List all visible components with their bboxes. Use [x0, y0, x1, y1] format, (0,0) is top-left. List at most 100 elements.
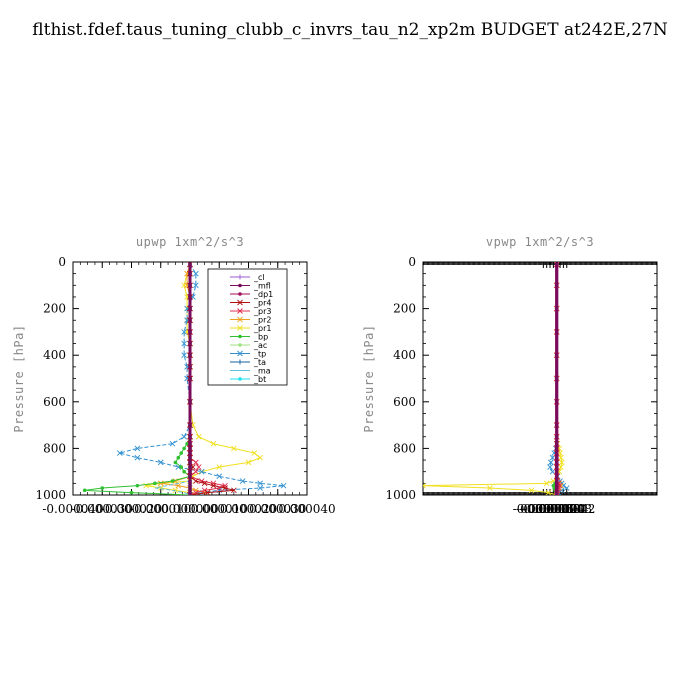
- data-point-tp: [134, 454, 141, 461]
- data-point-bp: [170, 479, 175, 483]
- data-point-pr1: [172, 487, 179, 494]
- legend-label: _mfl: [253, 282, 271, 291]
- data-point-mfl: [554, 262, 559, 267]
- data-point-pr1: [216, 464, 223, 470]
- series-line-bp: [84, 264, 192, 495]
- x-tick-label: -0.000030: [72, 502, 133, 516]
- data-point-tp: [549, 468, 556, 475]
- data-point-bp: [179, 451, 184, 455]
- data-point-pr4: [193, 478, 199, 484]
- x-tick-label: 0.000012: [538, 502, 595, 516]
- data-point-tp: [257, 485, 264, 491]
- data-point-mfl: [188, 271, 192, 276]
- data-point-tp: [157, 459, 164, 466]
- y-axis-label: Pressure [hPa]: [362, 324, 376, 432]
- y-tick-label: 600: [43, 395, 66, 409]
- x-tick-label: -0.000016: [513, 502, 574, 516]
- page-title: flthist.fdef.taus_tuning_clubb_c_invrs_t…: [32, 20, 668, 40]
- data-point-mfl: [188, 455, 192, 460]
- data-point-mfl: [554, 451, 559, 455]
- data-point-pr1: [558, 454, 564, 461]
- data-point-mfl: [554, 446, 559, 451]
- legend-label: _ta: [253, 358, 266, 367]
- data-point-bp: [100, 486, 105, 490]
- data-point-mfl: [188, 474, 192, 479]
- x-tick-label: 0.000000: [161, 502, 218, 516]
- y-tick-label: 400: [393, 348, 416, 362]
- data-point-bp: [182, 446, 186, 451]
- data-point-pr1: [558, 464, 564, 470]
- data-point-mfl: [188, 451, 192, 455]
- data-point-pr1: [231, 445, 237, 452]
- data-point-mfl: [188, 376, 192, 381]
- x-tick-label: 0.000020: [220, 502, 277, 516]
- data-point-mfl: [188, 306, 192, 311]
- legend-marker: [238, 334, 242, 339]
- data-point-tp: [280, 482, 287, 489]
- x-tick-label: -0.000010: [130, 502, 191, 516]
- series-layer: [423, 262, 570, 495]
- data-point-tp: [547, 464, 553, 470]
- data-point-tp: [239, 478, 246, 484]
- data-point-pr1: [245, 459, 252, 466]
- data-point-tp: [169, 440, 176, 447]
- data-point-pr1: [545, 489, 552, 495]
- series-line-pr1: [423, 264, 563, 495]
- data-point-mfl: [554, 441, 559, 446]
- data-point-tp: [549, 454, 556, 461]
- data-point-tp: [181, 329, 187, 335]
- data-point-pr4: [231, 487, 237, 494]
- y-tick-label: 200: [43, 302, 66, 316]
- data-point-mfl: [554, 455, 559, 460]
- data-point-pr1: [487, 485, 493, 491]
- legend-marker: [237, 299, 243, 306]
- legend-marker: [237, 325, 243, 331]
- data-point-tp: [216, 473, 223, 480]
- data-point-tp: [175, 464, 182, 470]
- y-tick-label: 1000: [35, 488, 66, 502]
- y-tick-label: 200: [393, 302, 416, 316]
- data-point-pr1: [423, 482, 426, 489]
- data-point-mfl: [188, 434, 192, 439]
- data-point-mfl: [554, 465, 559, 469]
- legend-label: _bt: [253, 375, 266, 384]
- legend-label: _pr4: [253, 299, 271, 308]
- x-tick-label: -0.000004: [523, 502, 585, 516]
- data-point-tp: [193, 270, 199, 277]
- x-tick-label: -0.000020: [101, 502, 162, 516]
- legend-label: _ma: [253, 367, 271, 376]
- data-point-mfl: [188, 318, 192, 323]
- data-point-mfl: [554, 474, 559, 479]
- x-tick-label: 0.000040: [278, 502, 335, 516]
- legend-label: _cl: [253, 273, 265, 282]
- x-tick-label: -0.000040: [42, 502, 103, 516]
- chart-panel-upwp: upwp 1xm^2/s^3 Pressure [hPa] 0 200 400 600 80…: [12, 235, 336, 516]
- x-tick-label: 0.000030: [249, 502, 306, 516]
- legend-label: _tp: [253, 350, 266, 359]
- data-point-tp: [181, 433, 187, 440]
- data-point-tp: [181, 340, 187, 347]
- y-tick-label: 1000: [385, 488, 416, 502]
- data-point-pr2: [157, 480, 164, 487]
- x-tick-label: -0.000012: [516, 502, 577, 516]
- data-point-bp: [185, 441, 189, 446]
- data-point-mfl: [554, 400, 559, 404]
- y-tick-label: 400: [43, 348, 66, 362]
- legend-label: _ac: [253, 341, 267, 350]
- data-point-pr1: [257, 454, 264, 461]
- data-point-mfl: [554, 330, 559, 334]
- y-tick-label: 0: [58, 255, 66, 269]
- legend-label: _pr2: [253, 316, 271, 325]
- data-point-mfl: [554, 283, 559, 288]
- data-point-mfl: [554, 493, 559, 495]
- legend-marker: [237, 359, 243, 365]
- data-point-pr4: [201, 480, 208, 487]
- data-point-mfl: [554, 434, 559, 439]
- data-point-mfl: [188, 341, 192, 346]
- y-tick-label: 600: [393, 395, 416, 409]
- data-point-bp: [182, 469, 186, 474]
- data-point-mfl: [554, 469, 559, 474]
- data-point-mfl: [554, 460, 559, 465]
- y-tick-label: 800: [393, 441, 416, 455]
- legend-marker: [238, 292, 242, 296]
